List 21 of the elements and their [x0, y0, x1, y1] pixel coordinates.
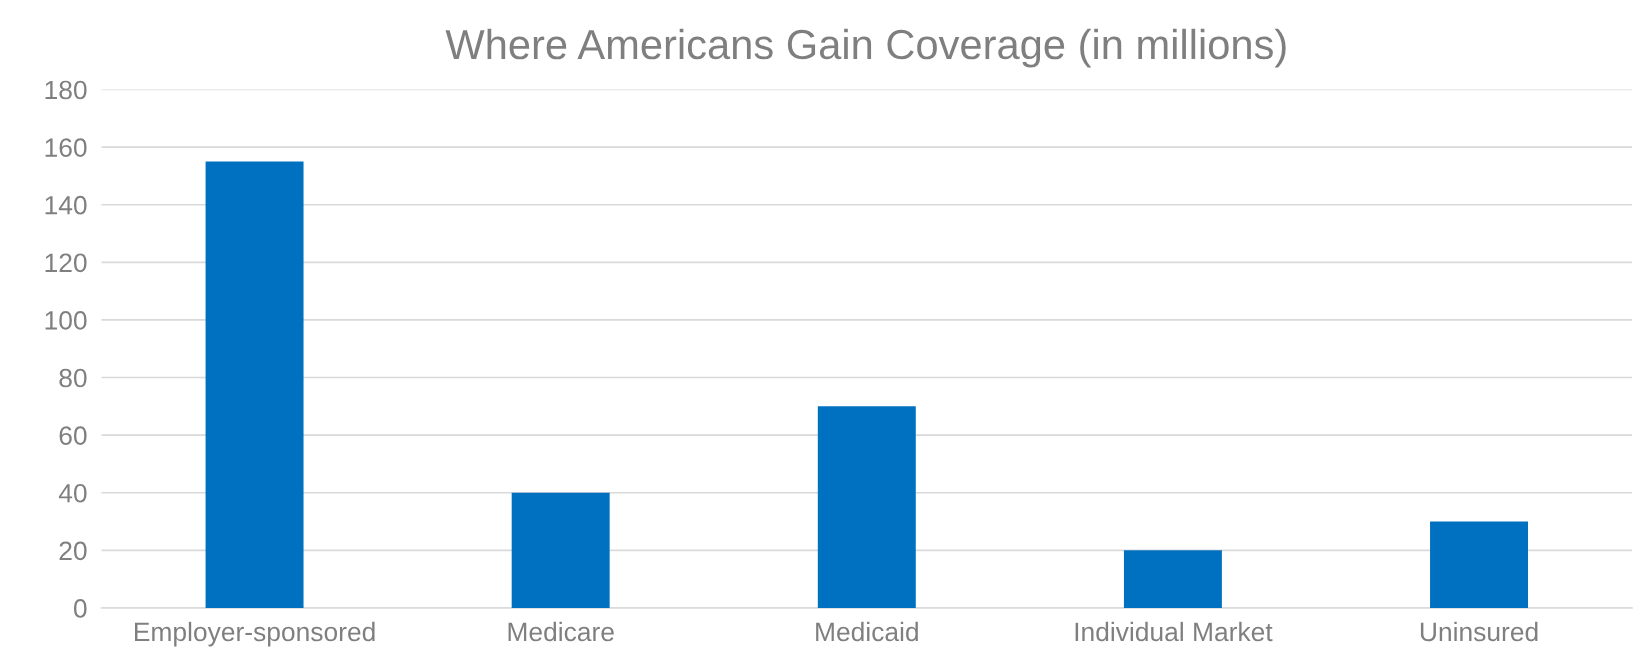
- y-tick-label: 120: [45, 253, 87, 273]
- x-tick-label: Medicare: [508, 621, 614, 642]
- x-tick-label: Employer-sponsored: [134, 621, 375, 647]
- y-tick-label: 20: [59, 541, 87, 561]
- x-tick-label: Uninsured: [1420, 621, 1538, 642]
- y-tick-label: 80: [59, 368, 87, 388]
- bar: [1430, 521, 1529, 608]
- y-tick-label: 60: [59, 426, 87, 445]
- x-tick-label: Medicaid: [816, 621, 918, 642]
- y-tick-label: 160: [45, 138, 87, 157]
- y-tick-label: 140: [45, 195, 87, 215]
- bar: [205, 161, 304, 608]
- y-tick-label: 180: [45, 80, 87, 100]
- bar: [511, 492, 610, 608]
- y-tick-label: 0: [73, 599, 87, 618]
- y-tick-label: 100: [45, 311, 87, 330]
- bar: [1123, 550, 1222, 608]
- y-tick-label: 40: [58, 483, 87, 503]
- bar: [817, 406, 916, 608]
- chart-title: Where Americans Gain Coverage (in millions): [445, 28, 1286, 68]
- x-tick-label: Individual Market: [1075, 621, 1273, 642]
